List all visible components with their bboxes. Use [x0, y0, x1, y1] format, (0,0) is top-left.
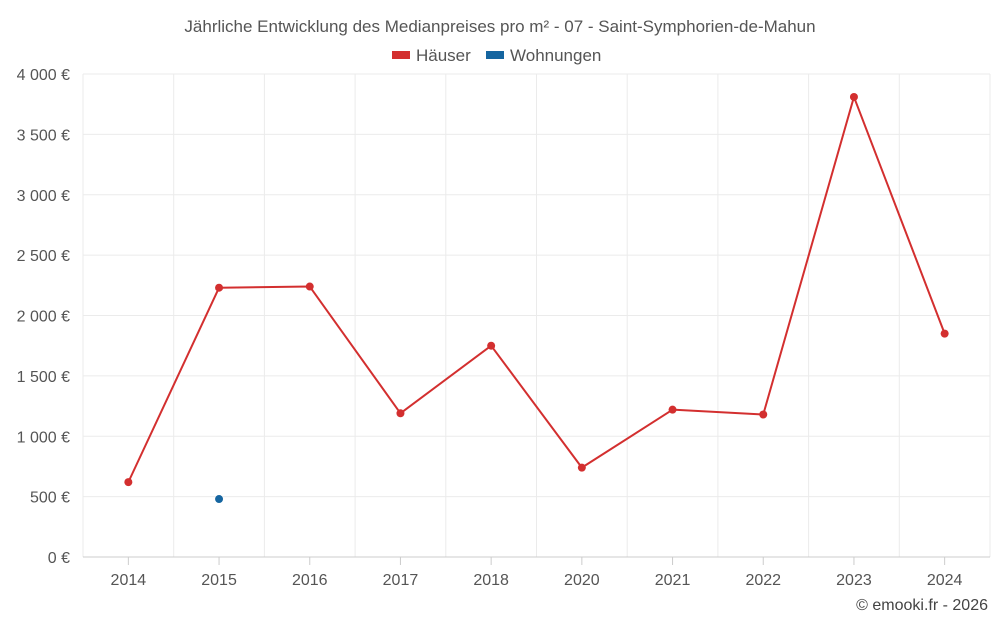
x-tick-label: 2018 [473, 572, 509, 589]
data-point-haeuser[interactable] [759, 410, 768, 419]
x-axis: 2014 2015 2016 2017 2018 2020 2021 2022 2023 2024 [83, 556, 990, 589]
x-tick-label: 2017 [383, 572, 419, 589]
y-axis: 0 € 500 € 1 000 € 1 500 € 2 000 € 2 500 € 3 00… [17, 67, 70, 567]
data-point-haeuser[interactable] [668, 405, 677, 414]
x-tick-label: 2024 [927, 572, 963, 589]
y-tick-label: 2 500 € [17, 248, 70, 265]
x-tick-label: 2014 [111, 572, 147, 589]
y-tick-label: 2 000 € [17, 309, 70, 326]
y-tick-label: 4 000 € [17, 67, 70, 84]
legend: Häuser Wohnungen [392, 46, 601, 65]
x-tick-label: 2015 [201, 572, 237, 589]
series-layer [124, 92, 949, 504]
x-tick-label: 2021 [655, 572, 691, 589]
x-tick-label: 2022 [745, 572, 781, 589]
data-point-haeuser[interactable] [577, 463, 586, 472]
grid [82, 73, 991, 558]
y-tick-label: 3 500 € [17, 127, 70, 144]
y-tick-label: 1 000 € [17, 429, 70, 446]
series-line-haeuser [127, 95, 946, 483]
data-point-haeuser[interactable] [124, 478, 133, 487]
x-tick-label: 2016 [292, 572, 328, 589]
data-point-haeuser[interactable] [940, 329, 949, 338]
credit-text: © emooki.fr - 2026 [856, 597, 988, 614]
legend-label-wohnungen: Wohnungen [510, 46, 601, 65]
y-tick-label: 500 € [30, 490, 70, 507]
x-tick-label: 2023 [836, 572, 872, 589]
chart-title: Jährliche Entwicklung des Medianpreises … [184, 17, 815, 36]
y-tick-label: 3 000 € [17, 188, 70, 205]
data-point-haeuser[interactable] [215, 283, 224, 292]
series-wohnungen [215, 495, 224, 504]
data-point-haeuser[interactable] [487, 341, 496, 350]
legend-item-haeuser[interactable]: Häuser [392, 46, 471, 65]
data-point-haeuser[interactable] [849, 92, 858, 101]
legend-item-wohnungen[interactable]: Wohnungen [486, 46, 601, 65]
legend-swatch-haeuser [392, 51, 410, 59]
legend-label-haeuser: Häuser [416, 46, 471, 65]
legend-swatch-wohnungen [486, 51, 504, 59]
data-point-haeuser[interactable] [396, 409, 405, 418]
series-haeuser [124, 92, 949, 487]
y-tick-label: 1 500 € [17, 369, 70, 386]
y-tick-label: 0 € [48, 550, 70, 567]
data-point-wohnungen[interactable] [215, 495, 224, 504]
data-point-haeuser[interactable] [305, 282, 314, 291]
x-tick-label: 2020 [564, 572, 600, 589]
